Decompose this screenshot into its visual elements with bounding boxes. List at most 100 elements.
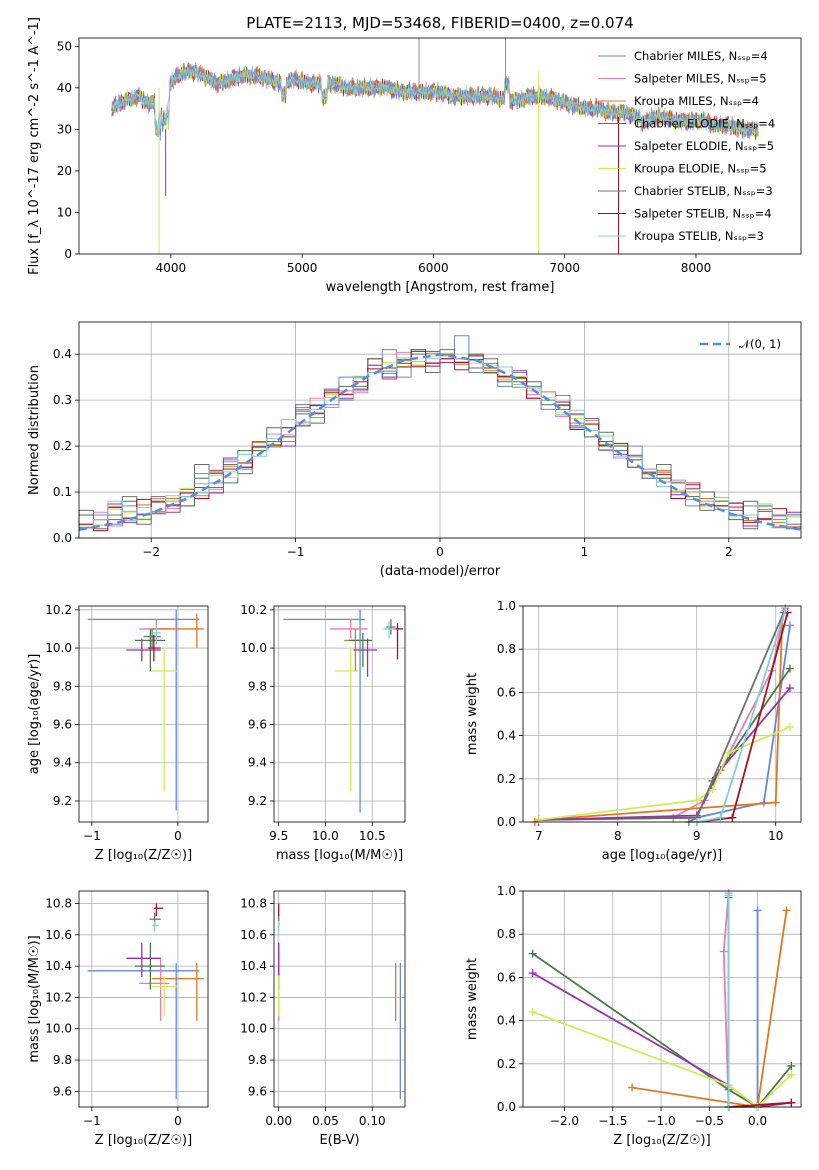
axes-frame: [78, 321, 802, 539]
legend-label: Kroupa MILES, Nₛₛₚ=4: [634, 94, 759, 108]
axes-frame: [78, 605, 209, 823]
x-tick-label: 8: [614, 829, 622, 843]
axes-frame: [273, 605, 406, 823]
y-tick-label: 10.2: [240, 603, 267, 617]
mass-weight-marker: [628, 1083, 637, 1092]
mass-weight-marker: [708, 785, 717, 794]
mass-weight-line: [534, 625, 783, 823]
y-tick-label: 10.0: [45, 1022, 72, 1036]
y-tick-label: 9.8: [53, 1053, 72, 1067]
y-tick-label: 0: [64, 247, 72, 261]
massweight-vs-metallicity-panel: −2.0 −1.5 −1.0 −0.5 0.0 0.0 0.2 0.4 0.6 0.8 1.0 Z […: [465, 884, 802, 1148]
y-tick-label: 50: [57, 39, 72, 53]
y-tick-label: 10.2: [45, 603, 72, 617]
mass-weight-marker: [724, 891, 733, 900]
x-tick-label: −1: [287, 545, 305, 559]
mass-weight-marker: [534, 815, 543, 824]
mass-vs-ebv-panel: 0.00 0.05 0.10 9.6 9.8 10.0 10.2 10.4 10.6 10.8 E(…: [240, 890, 406, 1148]
y-tick-label: 40: [57, 81, 72, 95]
x-tick-label: −1.5: [598, 1114, 627, 1128]
axes-frame: [78, 37, 802, 255]
y-tick-label: 10.2: [45, 990, 72, 1004]
x-axis-label: age [log₁₀(age/yr)]: [602, 848, 723, 863]
mass-weight-marker: [785, 684, 794, 693]
legend-label: Chabrier STELIB, Nₛₛₚ=3: [634, 184, 773, 198]
x-tick-label: 7: [535, 829, 543, 843]
y-tick-label: 9.4: [53, 756, 72, 770]
x-tick-label: 5000: [287, 261, 318, 275]
x-tick-label: 9: [693, 829, 701, 843]
histogram-step: [78, 349, 801, 538]
x-axis-label: Z [log₁₀(Z/Z☉)]: [95, 1133, 192, 1148]
mass-weight-marker: [787, 1070, 796, 1079]
y-axis-label: mass weight: [465, 673, 480, 755]
mass-weight-line: [532, 952, 793, 1109]
y-tick-label: 0.4: [497, 1014, 516, 1028]
mass-weight-marker: [785, 664, 794, 673]
age-vs-metallicity-panel: −1 0 9.2 9.4 9.6 9.8 10.0 10.2 Z [log₁₀(Z/Z☉)] ag…: [27, 603, 209, 863]
legend-label: Chabrier MILES, Nₛₛₚ=4: [634, 49, 768, 63]
legend-label: Salpeter MILES, Nₛₛₚ=5: [634, 72, 767, 86]
legend-label: Salpeter ELODIE, Nₛₛₚ=5: [634, 139, 774, 153]
x-tick-label: 0.10: [359, 1114, 386, 1128]
mass-weight-marker: [781, 606, 790, 615]
y-axis-label: age [log₁₀(age/yr)]: [27, 654, 42, 775]
y-tick-label: 1.0: [497, 599, 516, 613]
y-axis-label: mass weight: [465, 958, 480, 1040]
axes-frame: [78, 890, 209, 1108]
x-tick-label: 0.05: [312, 1114, 339, 1128]
y-tick-label: 0.0: [497, 1100, 516, 1114]
x-tick-label: 10.0: [312, 829, 339, 843]
mass-weight-line: [532, 1011, 792, 1109]
legend-label: 𝒩(0, 1): [739, 337, 781, 351]
y-tick-label: 0.8: [497, 642, 516, 656]
mass-weight-marker: [787, 1061, 796, 1070]
y-tick-label: 9.8: [248, 679, 267, 693]
y-tick-label: 10.6: [240, 928, 267, 942]
mass-weight-line: [728, 1101, 792, 1108]
y-tick-label: 9.2: [248, 794, 267, 808]
y-axis-label: mass [log₁₀(M/M☉)]: [27, 935, 42, 1062]
x-tick-label: 0.00: [265, 1114, 292, 1128]
y-tick-label: 9.6: [53, 1084, 72, 1098]
legend-label: Chabrier ELODIE, Nₛₛₚ=4: [634, 117, 775, 131]
x-tick-label: 7000: [549, 261, 580, 275]
y-tick-label: 30: [57, 122, 72, 136]
y-tick-label: 0.6: [497, 685, 516, 699]
x-axis-label: mass [log₁₀(M/M☉)]: [276, 848, 403, 863]
legend-label: Salpeter STELIB, Nₛₛₚ=4: [634, 207, 772, 221]
mass-weight-marker: [716, 813, 725, 822]
y-tick-label: 10.0: [45, 641, 72, 655]
massweight-vs-age-panel: 7 8 9 10 0.0 0.2 0.4 0.6 0.8 1.0 age [log₁₀(age/yr…: [465, 599, 802, 863]
mass-weight-marker: [692, 796, 701, 805]
mass-weight-marker: [753, 906, 762, 915]
x-tick-label: 6000: [418, 261, 449, 275]
x-axis-label: (data-model)/error: [380, 564, 501, 579]
normal-curve: [78, 353, 802, 531]
mass-weight-marker: [719, 947, 728, 956]
y-tick-label: 10.8: [240, 897, 267, 911]
mass-weight-marker: [782, 906, 791, 915]
y-tick-label: 9.8: [248, 1053, 267, 1067]
mass-vs-metallicity-panel: −1 0 9.6 9.8 10.0 10.2 10.4 10.6 10.8 Z [log₁₀(Z/…: [27, 890, 209, 1148]
x-tick-label: 8000: [681, 261, 712, 275]
y-tick-label: 10.2: [240, 990, 267, 1004]
axes-frame: [522, 890, 802, 1108]
axes-frame: [522, 605, 802, 823]
y-tick-label: 10.6: [45, 928, 72, 942]
mass-weight-marker: [785, 621, 794, 630]
y-tick-label: 1.0: [497, 884, 516, 898]
y-tick-label: 10.8: [45, 897, 72, 911]
y-tick-label: 9.8: [53, 679, 72, 693]
y-tick-label: 0.2: [53, 439, 72, 453]
x-tick-label: −2: [142, 545, 160, 559]
y-tick-label: 10.4: [240, 959, 267, 973]
mass-weight-marker: [528, 949, 537, 958]
x-tick-label: 0: [174, 829, 182, 843]
x-tick-label: 10: [768, 829, 783, 843]
y-tick-label: 0.8: [497, 927, 516, 941]
y-tick-label: 0.0: [497, 815, 516, 829]
x-axis-label: E(B-V): [319, 1133, 359, 1148]
y-tick-label: 9.6: [53, 718, 72, 732]
mass-weight-marker: [528, 1007, 537, 1016]
